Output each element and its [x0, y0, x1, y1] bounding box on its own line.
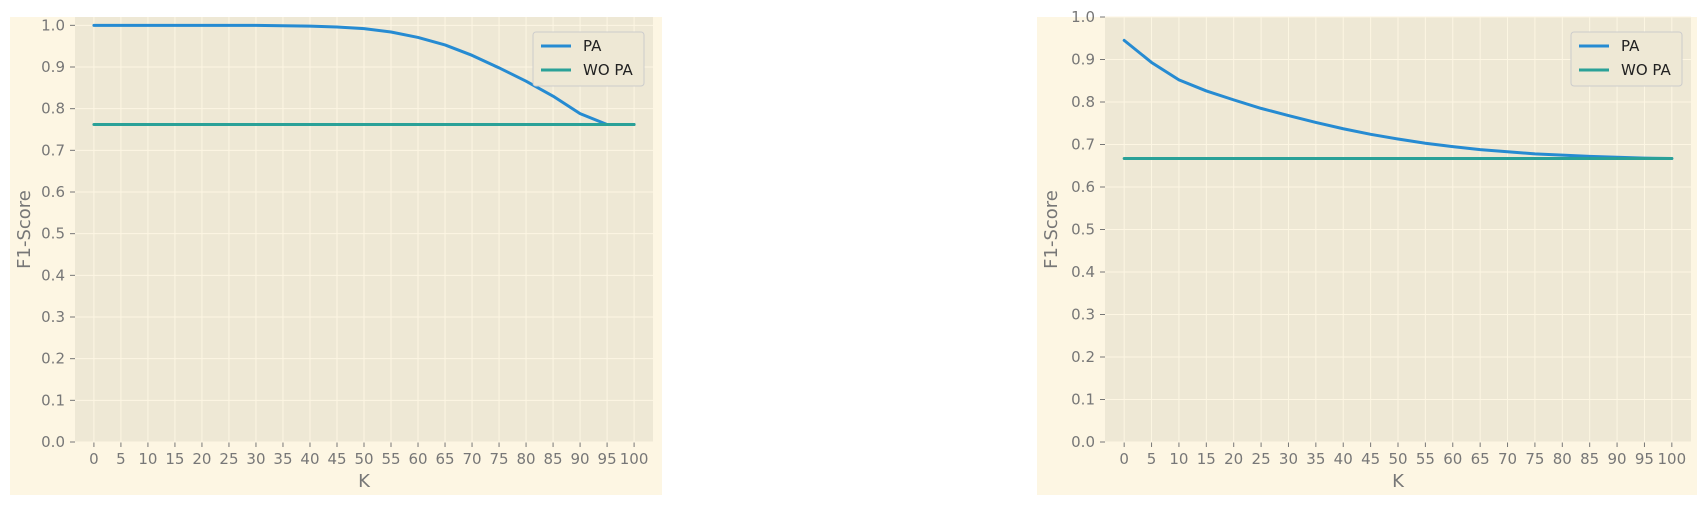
chart-right-x-tick-label: 40 — [1334, 450, 1353, 468]
chart-right-y-tick-label: 0.8 — [1071, 93, 1095, 111]
chart-right-x-tick-label: 55 — [1416, 450, 1435, 468]
chart-right-x-tick-label: 100 — [1658, 450, 1687, 468]
chart-right-x-tick-label: 75 — [1525, 450, 1544, 468]
chart-left-legend: PA WO PA — [532, 31, 645, 87]
chart-left-x-tick-label: 35 — [273, 450, 292, 468]
chart-right-y-tick-label: 1.0 — [1071, 8, 1095, 26]
chart-left-x-tick-label: 45 — [327, 450, 346, 468]
chart-right-x-tick-label: 20 — [1224, 450, 1243, 468]
chart-left: 0 5 10 15 20 25 30 35 40 45 50 55 60 65 70 75 80 85 90 95 10… — [10, 16, 662, 495]
chart-left-x-tick-label: 95 — [598, 450, 617, 468]
chart-right-x-tick-label: 95 — [1635, 450, 1654, 468]
chart-right-legend-label-pa: PA — [1621, 37, 1640, 55]
chart-right-y-tick-label: 0.3 — [1071, 306, 1095, 324]
chart-right-y-tick-label: 0.0 — [1071, 433, 1095, 451]
chart-left-y-tick-label: 0.2 — [41, 350, 65, 368]
chart-left-y-tick-label: 0.4 — [41, 266, 65, 284]
chart-right-x-tick-label: 10 — [1169, 450, 1188, 468]
chart-left-y-tick-label: 0.3 — [41, 308, 65, 326]
chart-right-x-tick-label: 35 — [1306, 450, 1325, 468]
chart-left-y-tick-label: 0.9 — [41, 58, 65, 76]
chart-right-x-tick-label: 25 — [1252, 450, 1271, 468]
chart-right-x-tick-label: 45 — [1361, 450, 1380, 468]
chart-left-x-tick-label: 60 — [408, 450, 427, 468]
chart-left-y-tick-label: 1.0 — [41, 16, 65, 34]
chart-left-x-tick-label: 90 — [571, 450, 590, 468]
chart-right-y-tick-label: 0.6 — [1071, 178, 1095, 196]
chart-right-y-tick-label: 0.1 — [1071, 391, 1095, 409]
chart-right-series-line-pa — [1122, 38, 1674, 161]
chart-right-x-tick-label: 70 — [1498, 450, 1517, 468]
chart-left-y-tick-label: 0.1 — [41, 391, 65, 409]
chart-right-x-tick-label: 15 — [1197, 450, 1216, 468]
chart-left-x-tick-label: 5 — [116, 450, 126, 468]
chart-left-x-tick-label: 50 — [354, 450, 373, 468]
chart-right-x-tick-label: 30 — [1279, 450, 1298, 468]
chart-left-x-tick-label: 15 — [165, 450, 184, 468]
chart-right-x-tick-label: 0 — [1119, 450, 1129, 468]
chart-left-y-tick-label: 0.0 — [41, 433, 65, 451]
chart-left-x-tick-label: 25 — [219, 450, 238, 468]
chart-right-x-tick-label: 5 — [1147, 450, 1157, 468]
chart-right-x-tick-label: 90 — [1608, 450, 1627, 468]
chart-left-y-tick-label: 0.8 — [41, 100, 65, 118]
chart-left-y-tick-label: 0.7 — [41, 141, 65, 159]
chart-right: 0 5 10 15 20 25 30 35 40 45 50 55 60 65 70 75 80 85 90 95 10… — [1037, 8, 1697, 495]
chart-right-x-axis-label: K — [1392, 471, 1405, 492]
chart-left-y-axis-label: F1-Score — [14, 190, 35, 269]
chart-left-legend-label-pa: PA — [583, 37, 602, 55]
chart-left-x-tick-label: 70 — [462, 450, 481, 468]
chart-right-y-axis-label: F1-Score — [1041, 190, 1062, 269]
chart-right-x-tick-label: 50 — [1388, 450, 1407, 468]
chart-left-x-tick-label: 65 — [435, 450, 454, 468]
chart-left-x-tick-label: 55 — [381, 450, 400, 468]
chart-right-legend-label-wo-pa: WO PA — [1621, 61, 1671, 79]
chart-left-legend-label-wo-pa: WO PA — [583, 61, 633, 79]
chart-left-x-tick-label: 80 — [517, 450, 536, 468]
chart-right-legend: PA WO PA — [1570, 31, 1683, 87]
chart-right-y-tick-label: 0.5 — [1071, 221, 1095, 239]
chart-right-y-tick-label: 0.2 — [1071, 348, 1095, 366]
chart-left-x-tick-label: 20 — [192, 450, 211, 468]
chart-left-x-tick-label: 0 — [89, 450, 99, 468]
chart-left-x-tick-label: 85 — [544, 450, 563, 468]
chart-left-x-axis-label: K — [358, 471, 371, 492]
chart-right-x-tick-label: 60 — [1443, 450, 1462, 468]
chart-left-series-line-pa — [92, 23, 636, 126]
chart-right-y-tick-label: 0.9 — [1071, 51, 1095, 69]
chart-left-x-tick-label: 40 — [300, 450, 319, 468]
chart-left-x-tick-label: 10 — [138, 450, 157, 468]
chart-left-y-tick-label: 0.5 — [41, 225, 65, 243]
chart-right-y-tick-label: 0.7 — [1071, 136, 1095, 154]
chart-right-x-tick-label: 85 — [1580, 450, 1599, 468]
chart-right-x-tick-label: 80 — [1553, 450, 1572, 468]
chart-left-x-tick-label: 30 — [246, 450, 265, 468]
chart-left-x-tick-label: 100 — [620, 450, 649, 468]
chart-right-x-tick-label: 65 — [1471, 450, 1490, 468]
chart-left-x-tick-label: 75 — [489, 450, 508, 468]
chart-left-y-tick-label: 0.6 — [41, 183, 65, 201]
chart-right-y-tick-label: 0.4 — [1071, 263, 1095, 281]
